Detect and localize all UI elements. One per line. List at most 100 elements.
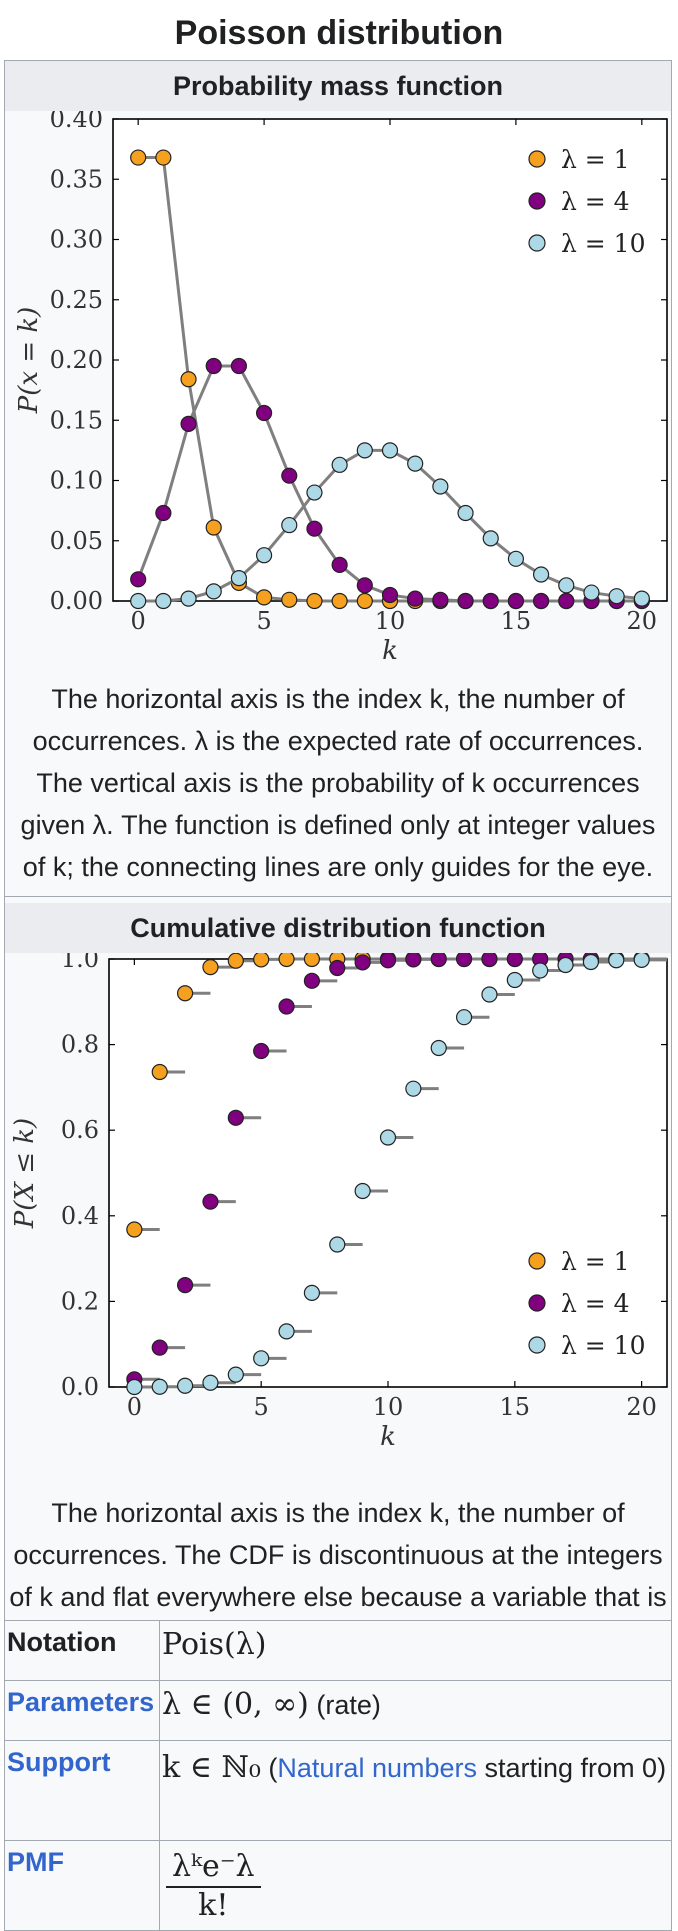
data-point <box>356 442 373 459</box>
data-point <box>381 442 399 459</box>
data-point <box>329 959 346 977</box>
data-point <box>329 1236 346 1253</box>
data-point <box>230 570 248 587</box>
data-point <box>507 550 525 567</box>
notation-value: Pois(λ) <box>159 1620 672 1681</box>
data-point <box>281 516 298 534</box>
data-point <box>130 592 147 610</box>
legend-label: λ = 10 <box>561 1331 646 1360</box>
pmf-header: Probability mass function <box>5 61 671 111</box>
data-point <box>608 588 625 605</box>
cdf-chart-container: 0 5 10 15 20 0.0 0.2 0.4 0.6 0.8 1.0 k P(X ≤ k) λ = 1… <box>5 945 671 1492</box>
support-value: k ∈ ℕ₀ (Natural numbers starting from 0) <box>159 1740 672 1841</box>
data-point <box>227 1109 244 1126</box>
legend-marker <box>528 1294 546 1312</box>
data-point <box>608 952 625 969</box>
x-axis-label: k <box>382 636 398 666</box>
y-tick-label: 0.30 <box>50 226 103 254</box>
y-tick-label: 0.4 <box>61 1202 99 1230</box>
x-tick-label: 15 <box>501 607 532 635</box>
notation-row: Notation Pois(λ) <box>4 1620 672 1681</box>
data-point <box>354 954 371 971</box>
y-axis-label: P(x = k) <box>14 307 44 415</box>
pmf-link[interactable]: PMF <box>7 1847 64 1877</box>
data-point <box>176 1377 194 1394</box>
y-tick-label: 0.8 <box>61 1031 99 1059</box>
data-point <box>455 950 473 968</box>
data-point <box>481 986 498 1003</box>
parameters-label[interactable]: Parameters <box>4 1680 160 1741</box>
data-point <box>126 1221 143 1238</box>
y-axis-label: P(X ≤ k) <box>10 1118 40 1229</box>
data-point <box>126 1378 143 1396</box>
data-point <box>381 586 399 604</box>
data-point <box>583 584 600 601</box>
series-group <box>130 149 650 610</box>
data-point <box>455 1009 473 1026</box>
y-tick-label: 0.15 <box>50 406 103 434</box>
data-point <box>532 566 550 583</box>
x-tick-label: 15 <box>500 1393 531 1421</box>
data-point <box>507 592 525 610</box>
legend-label: λ = 1 <box>561 145 630 174</box>
pmf-row: PMF λᵏe⁻λ k! <box>4 1840 672 1931</box>
data-point <box>303 972 321 989</box>
data-point <box>130 571 147 588</box>
page-title: Poisson distribution <box>174 14 504 52</box>
data-point <box>151 1339 168 1356</box>
data-point <box>255 547 273 564</box>
data-point <box>227 1366 244 1383</box>
data-point <box>306 592 323 610</box>
natural-numbers-link[interactable]: Natural numbers <box>277 1753 477 1783</box>
legend-label: λ = 10 <box>561 229 646 258</box>
properties-table: Notation Pois(λ) Parameters λ ∈ (0, ∞) (… <box>4 1620 672 1931</box>
data-point <box>532 592 550 610</box>
parameters-link[interactable]: Parameters <box>7 1687 155 1717</box>
y-tick-label: 0.0 <box>61 1373 99 1401</box>
data-point <box>306 520 323 537</box>
x-axis-label: k <box>380 1422 396 1452</box>
x-tick-label: 0 <box>127 1393 142 1421</box>
data-point <box>155 504 172 522</box>
data-point <box>482 592 499 610</box>
data-point <box>253 1350 270 1367</box>
legend-marker <box>528 150 546 168</box>
data-point <box>558 577 575 594</box>
data-point <box>155 149 172 166</box>
parameters-value: λ ∈ (0, ∞) (rate) <box>159 1680 672 1741</box>
pmf-caption: The horizontal axis is the index k, the … <box>20 684 656 882</box>
notation-label: Notation <box>4 1620 160 1681</box>
parameters-row: Parameters λ ∈ (0, ∞) (rate) <box>4 1680 672 1741</box>
legend-marker <box>528 192 546 210</box>
data-point <box>281 591 298 608</box>
support-link[interactable]: Support <box>7 1747 111 1777</box>
data-point <box>180 371 197 388</box>
legend-label: λ = 4 <box>561 187 630 216</box>
pmf-denominator: k! <box>198 1888 229 1923</box>
pmf-chart-container: 0 5 10 15 20 0.00 0.05 0.10 0.15 0.20 0.25 0.30 0.35… <box>5 105 671 676</box>
data-point <box>457 504 474 522</box>
data-point <box>255 589 273 606</box>
data-point <box>379 1129 397 1146</box>
support-label[interactable]: Support <box>4 1740 160 1841</box>
pmf-numerator: λᵏe⁻λ <box>166 1847 261 1888</box>
y-tick-label: 0.40 <box>50 111 103 133</box>
y-tick-label: 1.0 <box>61 953 99 973</box>
data-point <box>227 952 244 969</box>
data-point <box>506 950 523 968</box>
y-tick-label: 0.35 <box>50 165 103 193</box>
data-point <box>506 971 523 989</box>
legend: λ = 1 λ = 4 λ = 10 <box>528 145 646 258</box>
data-point <box>331 556 348 573</box>
data-point <box>180 415 197 432</box>
data-point <box>457 592 474 610</box>
legend-marker <box>528 1252 546 1270</box>
pmf-label[interactable]: PMF <box>4 1840 160 1931</box>
data-point <box>354 1182 371 1200</box>
legend-marker <box>528 234 546 252</box>
data-point <box>130 149 147 166</box>
x-tick-label: 20 <box>626 1393 657 1421</box>
data-point <box>278 1323 295 1340</box>
data-point <box>356 592 373 610</box>
y-tick-label: 0.10 <box>50 467 103 495</box>
